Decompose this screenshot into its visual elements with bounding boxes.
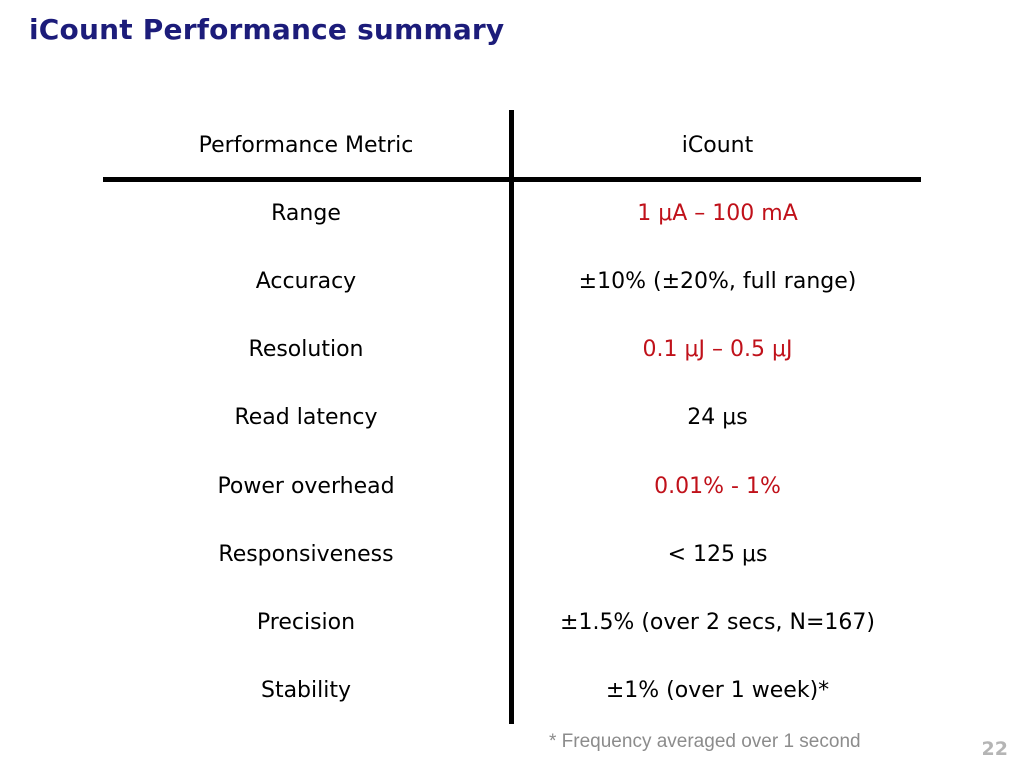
row-value-responsiveness: < 125 μs	[667, 542, 768, 567]
row-value-stability: ±1% (over 1 week)*	[605, 678, 830, 703]
footnote: * Frequency averaged over 1 second	[549, 731, 861, 752]
header-metric: Performance Metric	[198, 133, 414, 158]
row-metric-accuracy: Accuracy	[255, 269, 357, 294]
row-metric-read-latency: Read latency	[234, 405, 378, 430]
row-metric-power-overhead: Power overhead	[217, 474, 395, 499]
row-value-resolution: 0.1 μJ – 0.5 μJ	[642, 337, 793, 362]
row-value-accuracy: ±10% (±20%, full range)	[578, 269, 857, 294]
row-value-range: 1 μA – 100 mA	[637, 201, 798, 226]
row-metric-range: Range	[271, 201, 341, 226]
header-divider	[103, 177, 921, 182]
row-value-precision: ±1.5% (over 2 secs, N=167)	[560, 610, 875, 635]
row-value-read-latency: 24 μs	[687, 405, 748, 430]
row-value-power-overhead: 0.01% - 1%	[654, 474, 781, 499]
header-value: iCount	[681, 133, 754, 158]
row-metric-precision: Precision	[256, 610, 356, 635]
row-metric-stability: Stability	[260, 678, 352, 703]
page-number: 22	[981, 738, 1008, 760]
column-divider	[509, 110, 514, 724]
row-metric-responsiveness: Responsiveness	[218, 542, 394, 567]
row-metric-resolution: Resolution	[248, 337, 364, 362]
slide-title: iCount Performance summary	[29, 13, 505, 46]
performance-table: Performance Metric iCount Range 1 μA – 1…	[103, 110, 921, 724]
